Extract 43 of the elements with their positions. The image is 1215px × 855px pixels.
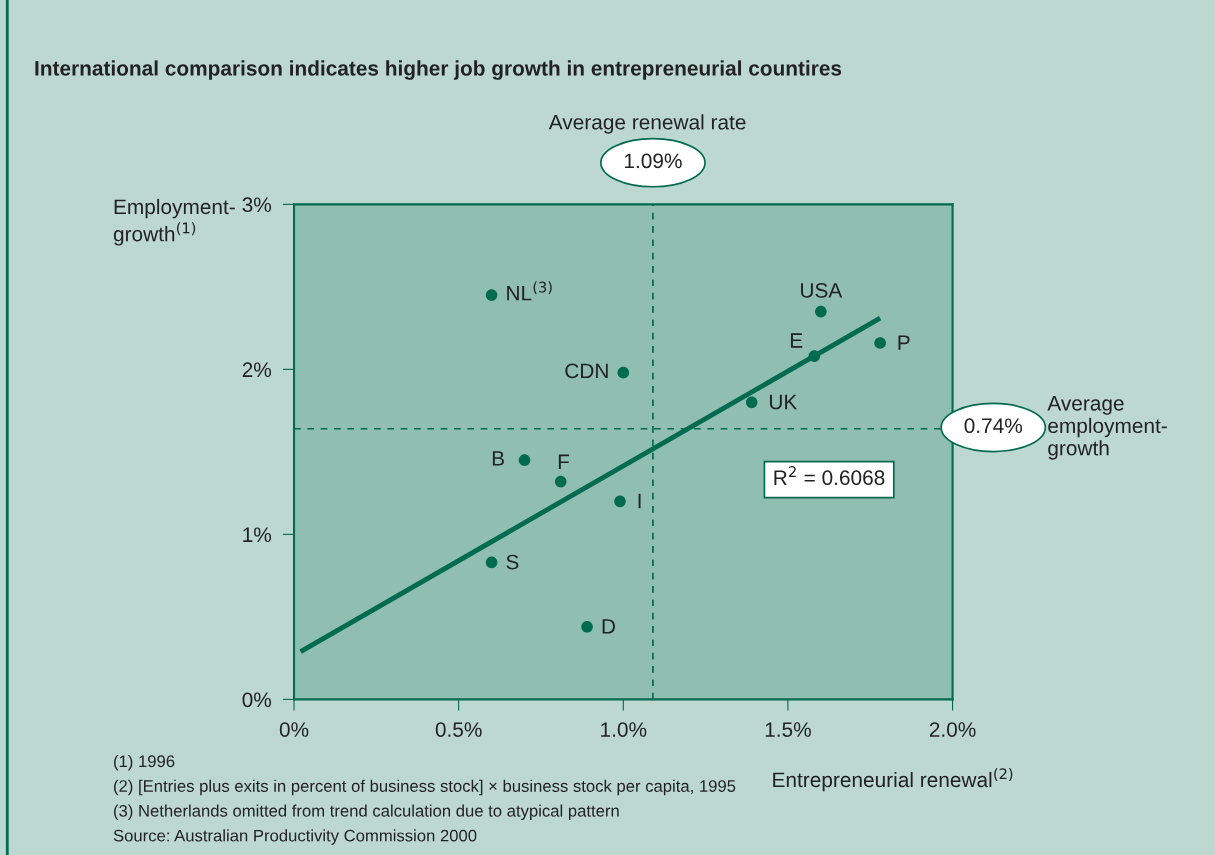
annotation: NL$^{(3)}$ bbox=[507, 281, 552, 301]
x-tick-label: 1.0% bbox=[601, 722, 647, 737]
y-tick-label: 3% bbox=[242, 197, 272, 213]
annotation: UK bbox=[769, 394, 798, 410]
point bbox=[485, 289, 498, 301]
text: (3) Netherlands omitted from trend calculation due to atypical pattern bbox=[114, 804, 619, 821]
ref-line-label: 1.09% bbox=[624, 153, 682, 169]
x-tick-label: 0% bbox=[279, 722, 309, 737]
annotation: P bbox=[898, 335, 910, 350]
point bbox=[815, 305, 827, 318]
x-tick-label: 2.0% bbox=[929, 722, 976, 737]
point bbox=[554, 475, 567, 488]
point bbox=[808, 350, 821, 362]
y-axis-title: Employment- growth$^{(1)}$ bbox=[113, 198, 235, 246]
point bbox=[581, 620, 593, 633]
source-note: Source: Australian Productivity Commission 2000 bbox=[113, 829, 477, 845]
annotation: B bbox=[492, 451, 504, 466]
y-tick-label: 0% bbox=[242, 692, 272, 708]
y-tick-label: 1% bbox=[243, 527, 272, 543]
x-tick-label: 0.5% bbox=[435, 722, 482, 737]
chart-title: International comparison indicates higher job growth in entrepreneurial countires bbox=[35, 60, 842, 80]
point bbox=[874, 337, 886, 349]
text: 0.74% bbox=[964, 418, 1023, 434]
annotation: E bbox=[790, 333, 803, 348]
point bbox=[617, 366, 630, 379]
point bbox=[745, 396, 758, 409]
annotation: S bbox=[506, 554, 519, 570]
text: Average employment- growth bbox=[1047, 396, 1167, 460]
point bbox=[485, 556, 498, 569]
annotation: CDN bbox=[565, 363, 608, 379]
text: (1) 1996 bbox=[114, 754, 175, 771]
text: Average renewal rate bbox=[548, 114, 746, 134]
annotation: F bbox=[558, 454, 570, 469]
text: (2) [Entries plus exits in percent of business stock] × business stock per capita, 1995 bbox=[114, 779, 736, 796]
annotation: R$^{2}$ = 0.6068 bbox=[774, 466, 885, 486]
point bbox=[518, 454, 531, 466]
annotation: I bbox=[638, 493, 641, 509]
x-axis-title: Entrepreneurial renewal$^{(2)}$ bbox=[773, 767, 1013, 792]
x-tick-label: 1.5% bbox=[765, 722, 811, 737]
y-tick-label: 2% bbox=[242, 362, 272, 378]
point bbox=[614, 495, 626, 508]
annotation: D bbox=[602, 619, 616, 634]
annotation: USA bbox=[801, 283, 843, 298]
